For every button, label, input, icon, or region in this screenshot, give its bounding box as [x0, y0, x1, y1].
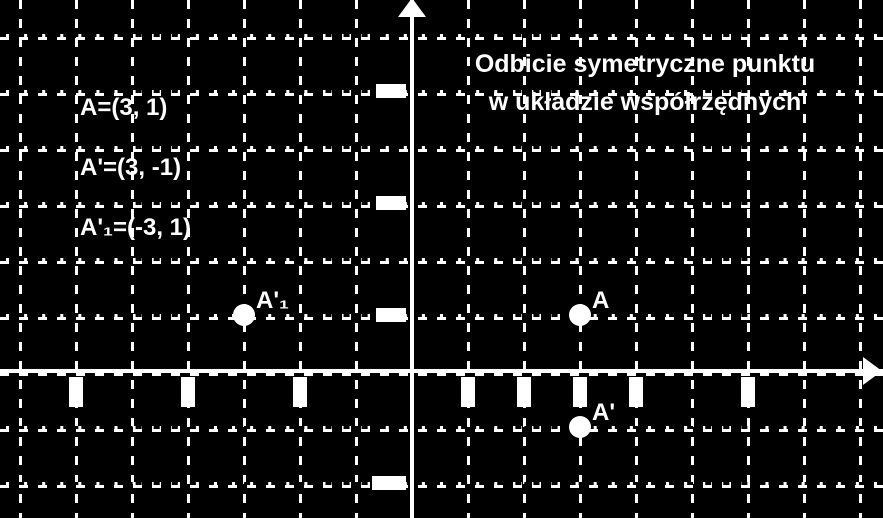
grid-line-horizontal — [0, 482, 883, 488]
x-axis — [0, 369, 883, 373]
definition-line: A'=(3, -1) — [80, 154, 181, 182]
title-line-1: Odbicie symetryczne punktu — [425, 50, 865, 79]
y-axis-arrow — [398, 0, 426, 17]
point-label-A1p: A'₁ — [256, 287, 289, 315]
point-A1p — [233, 304, 255, 326]
y-axis-tick — [372, 476, 406, 490]
x-axis-arrow — [863, 357, 882, 385]
point-A — [569, 304, 591, 326]
x-axis-tick — [461, 377, 475, 407]
x-axis-tick — [69, 377, 83, 407]
definition-line: A'₁=(-3, 1) — [80, 214, 191, 242]
x-axis-tick — [181, 377, 195, 407]
x-axis-tick — [517, 377, 531, 407]
point-label-A: A — [592, 287, 609, 315]
y-axis-tick — [376, 308, 406, 322]
x-axis-tick — [629, 377, 643, 407]
y-axis — [410, 0, 414, 518]
grid-line-horizontal — [0, 258, 883, 264]
y-axis-tick — [376, 84, 406, 98]
grid-line-horizontal — [0, 146, 883, 152]
point-label-A1: A' — [592, 399, 615, 427]
definition-line: A=(3, 1) — [80, 94, 167, 122]
x-axis-tick — [293, 377, 307, 407]
coordinate-plot: A A' A'₁ A=(3, 1) A'=(3, -1) A'₁=(-3, 1) Odbic… — [0, 0, 883, 518]
x-axis-tick — [741, 377, 755, 407]
grid-line-horizontal — [0, 34, 883, 40]
grid-line-horizontal — [0, 202, 883, 208]
title-line-2: w układzie współrzędnych — [425, 88, 865, 117]
y-axis-tick — [376, 196, 406, 210]
point-A1 — [569, 416, 591, 438]
grid-line-horizontal — [0, 314, 883, 320]
grid-line-horizontal — [0, 426, 883, 432]
x-axis-tick — [573, 377, 587, 407]
